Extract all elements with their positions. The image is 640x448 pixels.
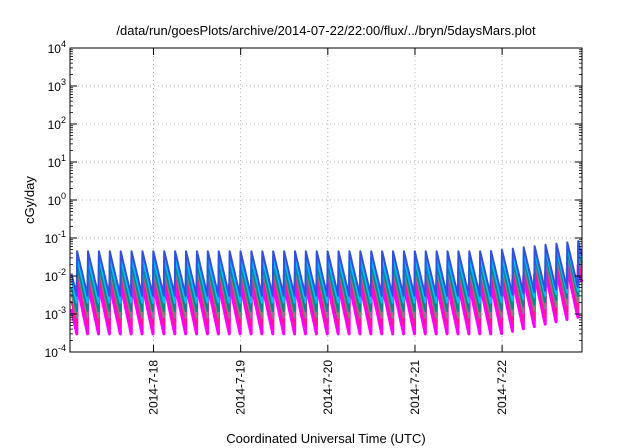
series-line bbox=[70, 243, 583, 304]
y-tick-label-base: 10 bbox=[48, 42, 62, 56]
y-tick-label-exponent: 4 bbox=[61, 39, 66, 49]
y-tick-label-exponent: -4 bbox=[58, 343, 66, 353]
x-tick-label: 2014-7-18 bbox=[147, 360, 161, 415]
y-tick-label-base: 10 bbox=[48, 194, 62, 208]
y-tick-label-base: 10 bbox=[45, 346, 59, 360]
y-tick-label-exponent: 1 bbox=[61, 153, 66, 163]
series-line bbox=[70, 246, 583, 312]
series-line bbox=[70, 263, 584, 336]
series-line bbox=[70, 257, 583, 327]
y-tick-label: 104 bbox=[48, 39, 66, 56]
y-tick-label: 101 bbox=[48, 153, 66, 170]
ticks: 10-410-310-210-11001011021031042014-7-18… bbox=[45, 39, 582, 415]
y-tick-label-base: 10 bbox=[45, 308, 59, 322]
y-tick-label-base: 10 bbox=[48, 80, 62, 94]
x-tick-label: 2014-7-22 bbox=[495, 360, 509, 415]
y-tick-label: 100 bbox=[48, 191, 66, 208]
y-tick-label-exponent: 2 bbox=[61, 115, 66, 125]
y-tick-label-exponent: -1 bbox=[58, 229, 66, 239]
y-tick-label-base: 10 bbox=[48, 156, 62, 170]
y-tick-label-exponent: -2 bbox=[58, 267, 66, 277]
series-line bbox=[70, 250, 583, 319]
chart-title: /data/run/goesPlots/archive/2014-07-22/2… bbox=[116, 23, 536, 38]
x-axis-label: Coordinated Universal Time (UTC) bbox=[226, 431, 425, 446]
y-tick-label-base: 10 bbox=[48, 118, 62, 132]
y-tick-label: 103 bbox=[48, 77, 66, 94]
y-tick-label-exponent: 0 bbox=[61, 191, 66, 201]
y-tick-label: 10-4 bbox=[45, 343, 66, 360]
x-tick-label: 2014-7-20 bbox=[321, 360, 335, 415]
y-tick-label: 10-2 bbox=[45, 267, 66, 284]
y-tick-label-base: 10 bbox=[45, 232, 59, 246]
series-group bbox=[70, 240, 584, 336]
y-tick-label-exponent: 3 bbox=[61, 77, 66, 87]
x-tick-label: 2014-7-21 bbox=[408, 360, 422, 415]
y-tick-label: 10-3 bbox=[45, 305, 66, 322]
y-tick-label-base: 10 bbox=[45, 270, 59, 284]
y-tick-label-exponent: -3 bbox=[58, 305, 66, 315]
y-tick-label: 102 bbox=[48, 115, 66, 132]
x-tick-label: 2014-7-19 bbox=[234, 360, 248, 415]
series-line bbox=[70, 240, 583, 297]
y-tick-label: 10-1 bbox=[45, 229, 66, 246]
y-axis-label: cGy/day bbox=[22, 176, 37, 224]
